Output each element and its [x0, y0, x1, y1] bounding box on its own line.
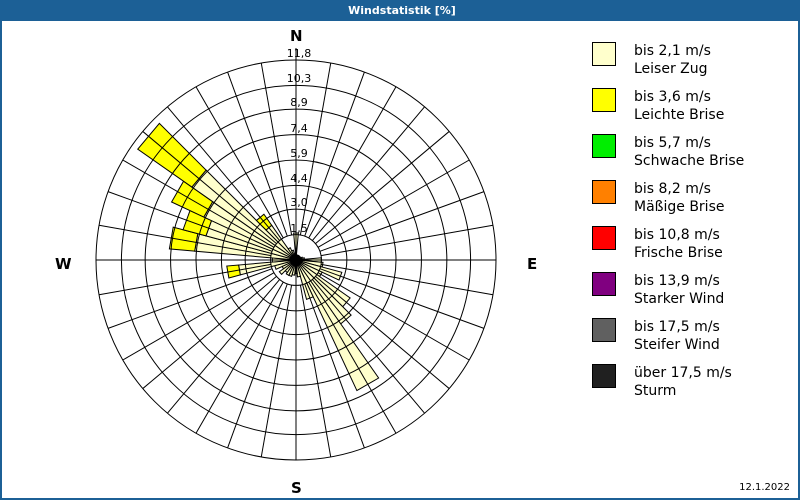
legend-swatch-icon — [592, 364, 616, 388]
grid-spoke — [142, 131, 277, 245]
radial-tick-label: 5,9 — [290, 147, 308, 160]
legend-range: bis 17,5 m/s — [634, 319, 720, 335]
grid-spoke — [315, 131, 450, 245]
wind-rose-chart — [95, 48, 497, 461]
legend-swatch-icon — [592, 134, 616, 158]
grid-spoke — [122, 272, 275, 361]
legend-range: über 17,5 m/s — [634, 365, 732, 381]
legend-swatch-icon — [592, 180, 616, 204]
grid-spoke — [304, 283, 365, 449]
compass-north-label: N — [290, 27, 303, 45]
date-label: 12.1.2022 — [739, 482, 790, 493]
legend-name: Sturm — [634, 383, 677, 399]
legend-range: bis 10,8 m/s — [634, 227, 720, 243]
compass-west-label: W — [55, 255, 72, 273]
legend-range: bis 5,7 m/s — [634, 135, 711, 151]
compass-east-label: E — [527, 255, 538, 273]
grid-spoke — [195, 281, 284, 434]
grid-spoke — [98, 224, 272, 257]
radial-tick-label: 11,8 — [286, 47, 312, 60]
radial-tick-label: 1,5 — [290, 221, 308, 235]
legend-range: bis 13,9 m/s — [634, 273, 720, 289]
grid-spoke — [317, 159, 470, 248]
radial-tick-label: 8,9 — [290, 96, 308, 110]
grid-spoke — [299, 62, 332, 236]
grid-spoke — [227, 283, 288, 449]
grid-spoke — [142, 275, 277, 389]
grid-spoke — [260, 284, 293, 458]
grid-spoke — [311, 106, 425, 241]
legend-name: Leichte Brise — [634, 107, 725, 123]
legend-swatch-icon — [592, 272, 616, 296]
legend-name: Mäßige Brise — [634, 199, 725, 215]
grid-spoke — [308, 281, 397, 434]
compass-south-label: S — [291, 479, 302, 497]
legend-swatch-icon — [592, 318, 616, 342]
grid-spoke — [315, 275, 450, 389]
legend-range: bis 8,2 m/s — [634, 181, 711, 197]
legend-swatch-icon — [592, 42, 616, 66]
grid-spoke — [317, 272, 470, 361]
legend-swatch-icon — [592, 226, 616, 250]
legend-name: Steifer Wind — [634, 337, 720, 353]
wind-bar-segment — [168, 226, 199, 252]
radial-tick-label: 10,3 — [286, 72, 312, 86]
grid-spoke — [98, 263, 272, 296]
grid-spoke — [167, 106, 281, 241]
grid-spoke — [107, 191, 273, 252]
window-title: Windstatistik [%] — [2, 0, 800, 21]
grid-spoke — [227, 71, 288, 237]
grid-spoke — [167, 279, 281, 414]
grid-spoke — [304, 71, 365, 237]
radial-tick-label: 7,4 — [290, 121, 308, 135]
grid-spoke — [195, 86, 284, 239]
legend-name: Starker Wind — [634, 291, 725, 307]
grid-spoke — [260, 62, 293, 236]
grid-spoke — [299, 284, 332, 458]
center-hub — [291, 255, 301, 265]
grid-spoke — [308, 86, 397, 239]
radial-tick-label: 3,0 — [290, 196, 308, 210]
legend-range: bis 3,6 m/s — [634, 89, 711, 105]
grid-spoke — [319, 268, 485, 329]
legend-name: Schwache Brise — [634, 153, 745, 169]
grid-spoke — [107, 268, 273, 329]
legend-name: Frische Brise — [634, 245, 723, 261]
legend-swatch-icon — [592, 88, 616, 112]
grid-spoke — [319, 191, 485, 252]
wind-bar-segment — [136, 122, 207, 188]
grid-spoke — [320, 224, 494, 257]
radial-tick-label: 4,4 — [290, 172, 308, 186]
grid-spoke — [311, 279, 425, 414]
legend-range: bis 2,1 m/s — [634, 43, 711, 59]
grid-spoke — [122, 159, 275, 248]
legend-name: Leiser Zug — [634, 61, 708, 77]
grid-spoke — [320, 263, 494, 296]
